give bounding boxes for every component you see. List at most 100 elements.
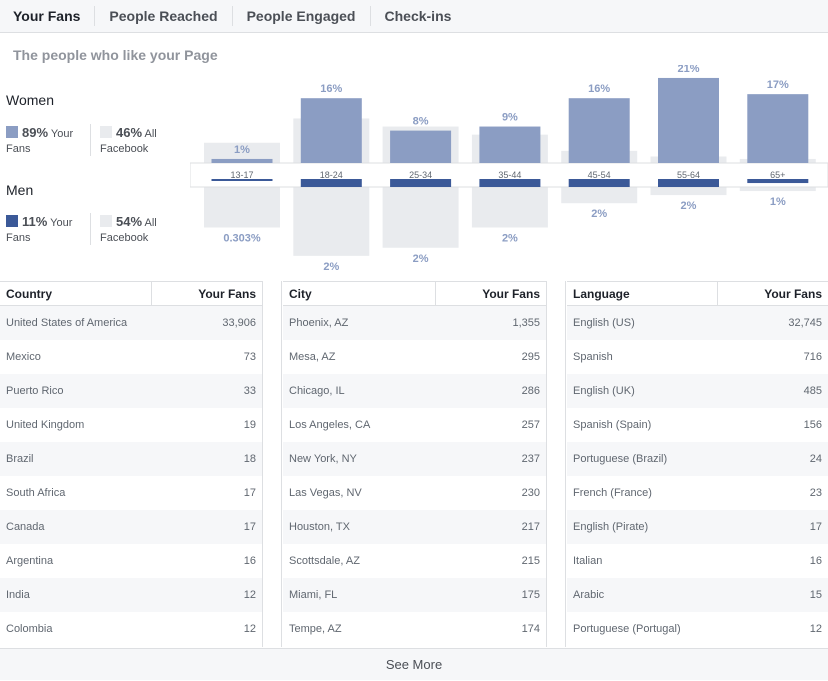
row-label: United States of America — [6, 317, 128, 329]
city-table: City Your Fans Phoenix, AZ 1,355 Mesa, AZ 2… — [283, 281, 546, 647]
language-table-header: Language Your Fans — [567, 281, 828, 306]
row-label: Italian — [573, 555, 603, 567]
men-data-label: 2% — [502, 233, 518, 245]
table-row: Puerto Rico 33 — [0, 374, 262, 408]
table-row: English (US) 32,745 — [567, 306, 828, 340]
table-row: English (Pirate) 17 — [567, 510, 828, 544]
row-label: Puerto Rico — [6, 385, 64, 397]
women-legend-divider — [90, 124, 91, 156]
row-label: Canada — [6, 521, 45, 533]
row-label: Portuguese (Brazil) — [573, 453, 668, 465]
city-header: City — [283, 282, 436, 305]
men-all-facebook-bar — [382, 187, 459, 248]
row-label: French (France) — [573, 487, 652, 499]
women-data-label: 21% — [677, 65, 699, 75]
men-fans-bar — [211, 179, 273, 181]
women-fans-bar — [390, 130, 452, 163]
men-all-facebook-legend: 54% All Facebook — [100, 214, 190, 246]
age-tick-label: 45-54 — [588, 170, 611, 180]
see-more-button[interactable]: See More — [0, 648, 828, 680]
language-fans-header: Your Fans — [764, 286, 822, 301]
row-label: New York, NY — [289, 453, 357, 465]
women-all-label-1: All — [144, 128, 157, 140]
women-fans-swatch — [6, 126, 18, 138]
row-label: Arabic — [573, 589, 605, 601]
row-label: Los Angeles, CA — [289, 419, 371, 431]
row-value: 17 — [243, 487, 256, 499]
women-data-label: 8% — [413, 116, 429, 128]
language-header: Language — [567, 282, 718, 305]
women-fans-label-2: Fans — [6, 143, 31, 155]
table-row: United Kingdom 19 — [0, 408, 262, 442]
row-label: English (UK) — [573, 385, 635, 397]
row-value: 12 — [243, 623, 256, 635]
row-value: 32,745 — [788, 317, 822, 329]
women-fans-bar — [479, 126, 541, 163]
table-row: South Africa 17 — [0, 476, 262, 510]
men-all-facebook-bar — [739, 187, 816, 192]
row-value: 24 — [809, 453, 822, 465]
men-data-label: 2% — [323, 261, 339, 273]
row-value: 17 — [243, 521, 256, 533]
table-row: Portuguese (Brazil) 24 — [567, 442, 828, 476]
row-label: Mexico — [6, 351, 41, 363]
section-subtitle: The people who like your Page — [13, 47, 218, 63]
tab-your-fans[interactable]: Your Fans — [0, 6, 96, 26]
row-label: Houston, TX — [289, 521, 350, 533]
row-value: 33 — [243, 385, 256, 397]
table-row: French (France) 23 — [567, 476, 828, 510]
women-all-facebook-bar — [204, 142, 280, 163]
table-separator — [546, 281, 566, 647]
row-value: 175 — [521, 589, 540, 601]
table-row: Brazil 18 — [0, 442, 262, 476]
row-value: 23 — [809, 487, 822, 499]
men-all-label-1: All — [144, 217, 157, 229]
tab-check-ins[interactable]: Check-ins — [384, 8, 452, 24]
men-data-label: 2% — [413, 253, 429, 265]
row-value: 716 — [803, 351, 822, 363]
row-label: Portuguese (Portugal) — [573, 623, 681, 635]
men-data-label: 2% — [681, 200, 697, 212]
women-data-label: 16% — [588, 83, 610, 95]
women-fans-bar — [211, 158, 273, 163]
tab-people-reached[interactable]: People Reached — [95, 6, 233, 26]
row-label: Phoenix, AZ — [289, 317, 349, 329]
row-label: United Kingdom — [6, 419, 85, 431]
row-value: 12 — [243, 589, 256, 601]
men-all-facebook-bar — [204, 187, 280, 228]
country-header: Country — [0, 282, 152, 305]
row-value: 12 — [809, 623, 822, 635]
country-fans-header: Your Fans — [198, 286, 256, 301]
men-fans-bar — [568, 179, 630, 187]
table-row: Italian 16 — [567, 544, 828, 578]
row-label: India — [6, 589, 30, 601]
men-all-facebook-bar — [561, 187, 638, 204]
row-value: 16 — [809, 555, 822, 567]
men-all-swatch — [100, 215, 112, 227]
row-value: 1,355 — [512, 317, 540, 329]
table-row: Spanish (Spain) 156 — [567, 408, 828, 442]
men-all-facebook-bar — [293, 187, 370, 256]
women-your-fans-legend: 89% Your Fans — [6, 125, 88, 157]
table-row: Miami, FL 175 — [283, 578, 546, 612]
table-row: Scottsdale, AZ 215 — [283, 544, 546, 578]
women-fans-bar — [568, 98, 630, 163]
table-row: Mexico 73 — [0, 340, 262, 374]
table-row: New York, NY 237 — [283, 442, 546, 476]
men-fans-swatch — [6, 215, 18, 227]
men-fans-label-2: Fans — [6, 232, 31, 244]
row-value: 295 — [521, 351, 540, 363]
table-row: United States of America 33,906 — [0, 306, 262, 340]
men-all-facebook-bar — [471, 187, 548, 228]
age-gender-chart: 13-17 1% 0.303% 18-24 16% 2% 25-34 8% 2% 35-44 9% 2… — [190, 65, 828, 273]
country-table-header: Country Your Fans — [0, 281, 262, 306]
age-tick-label: 55-64 — [677, 170, 700, 180]
row-label: Spanish — [573, 351, 613, 363]
city-table-body: Phoenix, AZ 1,355 Mesa, AZ 295 Chicago, IL 28… — [283, 306, 546, 646]
table-row: Portuguese (Portugal) 12 — [567, 612, 828, 646]
men-fans-bar — [658, 179, 719, 187]
row-label: Argentina — [6, 555, 54, 567]
men-data-label: 0.303% — [223, 233, 261, 245]
tab-people-engaged[interactable]: People Engaged — [233, 6, 371, 26]
row-value: 257 — [521, 419, 540, 431]
